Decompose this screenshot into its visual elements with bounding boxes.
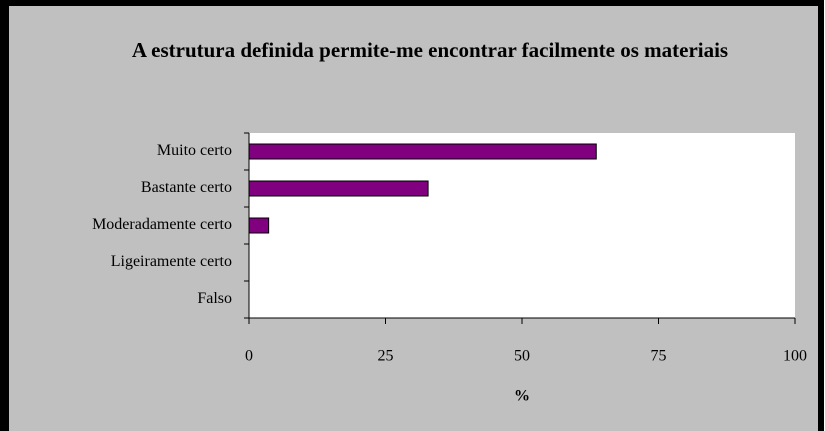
x-tick-label: 100	[783, 348, 807, 365]
bar	[248, 180, 429, 197]
x-tick-label: 75	[651, 348, 667, 365]
y-tick-label: Muito certo	[157, 142, 232, 159]
bar	[248, 143, 597, 160]
y-tick-label: Ligeiramente certo	[111, 253, 232, 270]
x-tick-label: 25	[378, 348, 394, 365]
plot-area	[249, 133, 795, 318]
chart-title: A estrutura definida permite-me encontra…	[131, 38, 729, 62]
bar	[248, 217, 270, 234]
frame-edge	[0, 0, 9, 431]
y-tick-label: Bastante certo	[141, 179, 232, 196]
y-tick-label: Falso	[197, 290, 232, 307]
y-tick-label: Moderadamente certo	[92, 216, 232, 233]
x-axis-label: %	[514, 388, 530, 405]
x-tick-label: 0	[245, 348, 253, 365]
x-tick-label: 50	[514, 348, 530, 365]
